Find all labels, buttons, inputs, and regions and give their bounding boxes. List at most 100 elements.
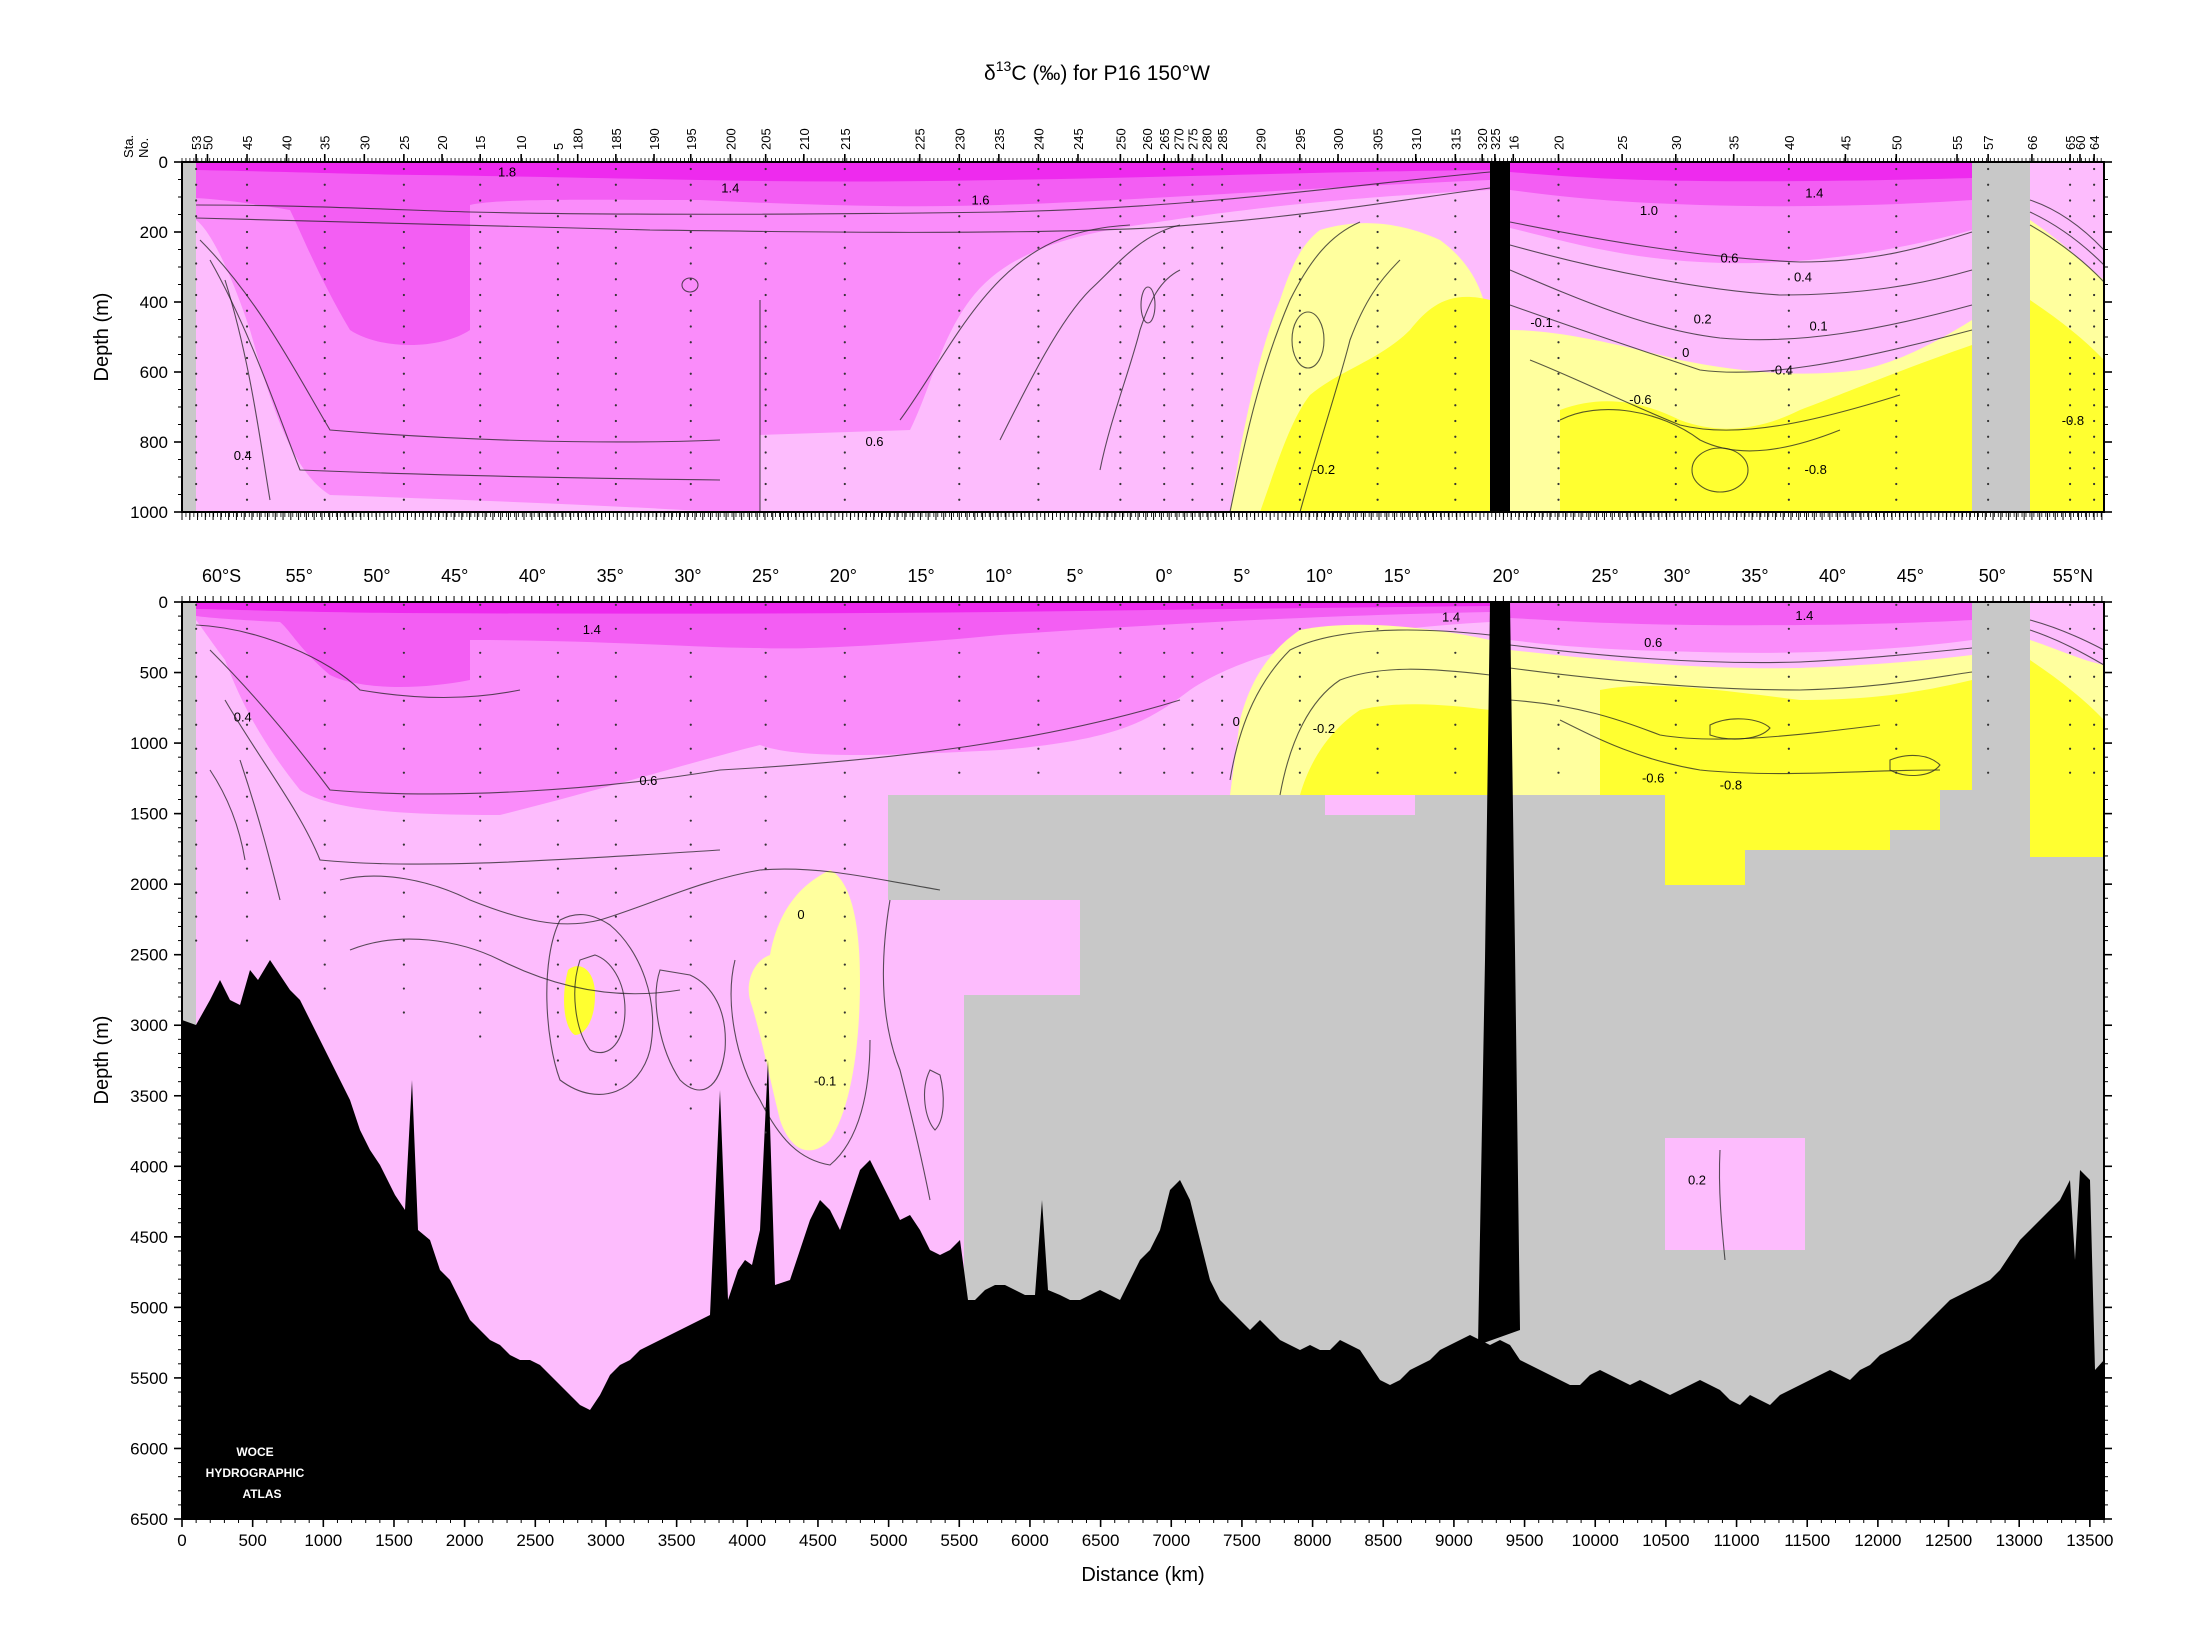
sample-point bbox=[764, 771, 767, 774]
sample-point bbox=[556, 723, 560, 726]
top-depth-tick-label: 400 bbox=[140, 293, 168, 312]
sample-point bbox=[843, 451, 846, 454]
sample-point bbox=[1191, 404, 1194, 407]
sample-point bbox=[1674, 467, 1677, 470]
sample-point bbox=[1119, 675, 1122, 678]
bottom-depth-tick-label: 4500 bbox=[130, 1228, 168, 1247]
sample-point bbox=[1454, 199, 1457, 202]
sample-point bbox=[245, 246, 249, 249]
sample-point bbox=[958, 388, 961, 391]
sample-point bbox=[1221, 419, 1224, 423]
sample-point bbox=[479, 939, 482, 942]
sample-point bbox=[689, 819, 692, 822]
sample-point bbox=[1557, 262, 1560, 265]
sample-point bbox=[1119, 467, 1122, 470]
sample-point bbox=[1987, 215, 1990, 218]
sample-point bbox=[1037, 309, 1040, 312]
sample-point bbox=[1037, 293, 1040, 297]
sample-point bbox=[958, 435, 961, 438]
sample-point bbox=[614, 1035, 617, 1038]
sample-point bbox=[245, 843, 249, 846]
station-tick-label: 16 bbox=[1506, 136, 1521, 150]
sample-point bbox=[1298, 293, 1301, 297]
sample-point bbox=[764, 435, 767, 438]
sample-point bbox=[1895, 482, 1898, 486]
sample-point bbox=[402, 183, 405, 186]
sample-point bbox=[1895, 325, 1898, 328]
sample-point bbox=[1895, 498, 1898, 501]
sample-point bbox=[1674, 451, 1677, 454]
sample-point bbox=[1454, 675, 1457, 678]
sample-point bbox=[764, 819, 767, 822]
station-tick-label: 300 bbox=[1331, 128, 1346, 150]
sample-point bbox=[1557, 419, 1560, 423]
sample-point bbox=[2068, 246, 2072, 249]
sample-point bbox=[764, 372, 767, 375]
sample-point bbox=[1787, 215, 1790, 218]
sample-point bbox=[1037, 651, 1040, 654]
sample-point bbox=[1163, 388, 1166, 391]
sample-point bbox=[1191, 747, 1194, 750]
latitude-tick-label: 60°S bbox=[202, 566, 241, 586]
sample-point bbox=[1163, 309, 1166, 312]
sample-point bbox=[1557, 230, 1560, 234]
sample-point bbox=[1557, 451, 1560, 454]
station-tick-label: 55 bbox=[1950, 136, 1965, 150]
top-depth-tick-label: 200 bbox=[140, 223, 168, 242]
sample-point bbox=[1298, 498, 1301, 501]
sample-point bbox=[2068, 771, 2072, 774]
sample-point bbox=[2068, 293, 2072, 297]
sample-point bbox=[1787, 278, 1790, 281]
sample-point bbox=[843, 1011, 846, 1014]
sample-point bbox=[2068, 419, 2072, 423]
sample-point bbox=[1987, 419, 1990, 423]
sample-point bbox=[1191, 651, 1194, 654]
sample-point bbox=[843, 603, 846, 606]
sample-point bbox=[556, 843, 560, 846]
sample-point bbox=[689, 963, 692, 966]
sample-point bbox=[556, 987, 560, 990]
sample-point bbox=[195, 356, 198, 360]
sample-point bbox=[556, 183, 560, 186]
distance-tick-label: 6500 bbox=[1082, 1531, 1120, 1550]
sample-point bbox=[479, 675, 482, 678]
sample-point bbox=[1557, 215, 1560, 218]
sample-point bbox=[1987, 404, 1990, 407]
sample-point bbox=[402, 482, 405, 486]
sample-point bbox=[1163, 699, 1166, 702]
sample-point bbox=[1376, 747, 1379, 750]
sample-point bbox=[614, 419, 617, 423]
sample-point bbox=[614, 199, 617, 202]
sample-point bbox=[2093, 699, 2096, 702]
sample-point bbox=[1163, 199, 1166, 202]
sample-point bbox=[1454, 356, 1457, 360]
sample-point bbox=[614, 262, 617, 265]
sample-point bbox=[479, 603, 482, 606]
sample-point bbox=[2068, 183, 2072, 186]
sample-point bbox=[2068, 435, 2072, 438]
sample-point bbox=[614, 325, 617, 328]
station-tick-label: 30 bbox=[357, 136, 372, 150]
sample-point bbox=[402, 199, 405, 202]
sample-point bbox=[958, 723, 961, 726]
distance-axis: 0 500 1000 1500 2000 2500 3000 3500 4000 4500 5000… bbox=[177, 1519, 2114, 1550]
sample-point bbox=[843, 771, 846, 774]
sample-point bbox=[1119, 278, 1122, 281]
sample-point bbox=[1191, 246, 1194, 249]
sample-point bbox=[1119, 435, 1122, 438]
sample-point bbox=[614, 699, 617, 702]
sample-point bbox=[689, 167, 692, 171]
sample-point bbox=[195, 939, 198, 942]
sample-point bbox=[1037, 215, 1040, 218]
sample-point bbox=[1221, 309, 1224, 312]
sample-point bbox=[2093, 388, 2096, 391]
contour-label: 0.6 bbox=[1720, 250, 1738, 265]
sample-point bbox=[764, 723, 767, 726]
sample-point bbox=[1221, 341, 1224, 344]
sample-point bbox=[479, 723, 482, 726]
sample-point bbox=[556, 341, 560, 344]
sample-point bbox=[402, 230, 405, 234]
sample-point bbox=[1037, 723, 1040, 726]
sample-point bbox=[1191, 603, 1194, 606]
